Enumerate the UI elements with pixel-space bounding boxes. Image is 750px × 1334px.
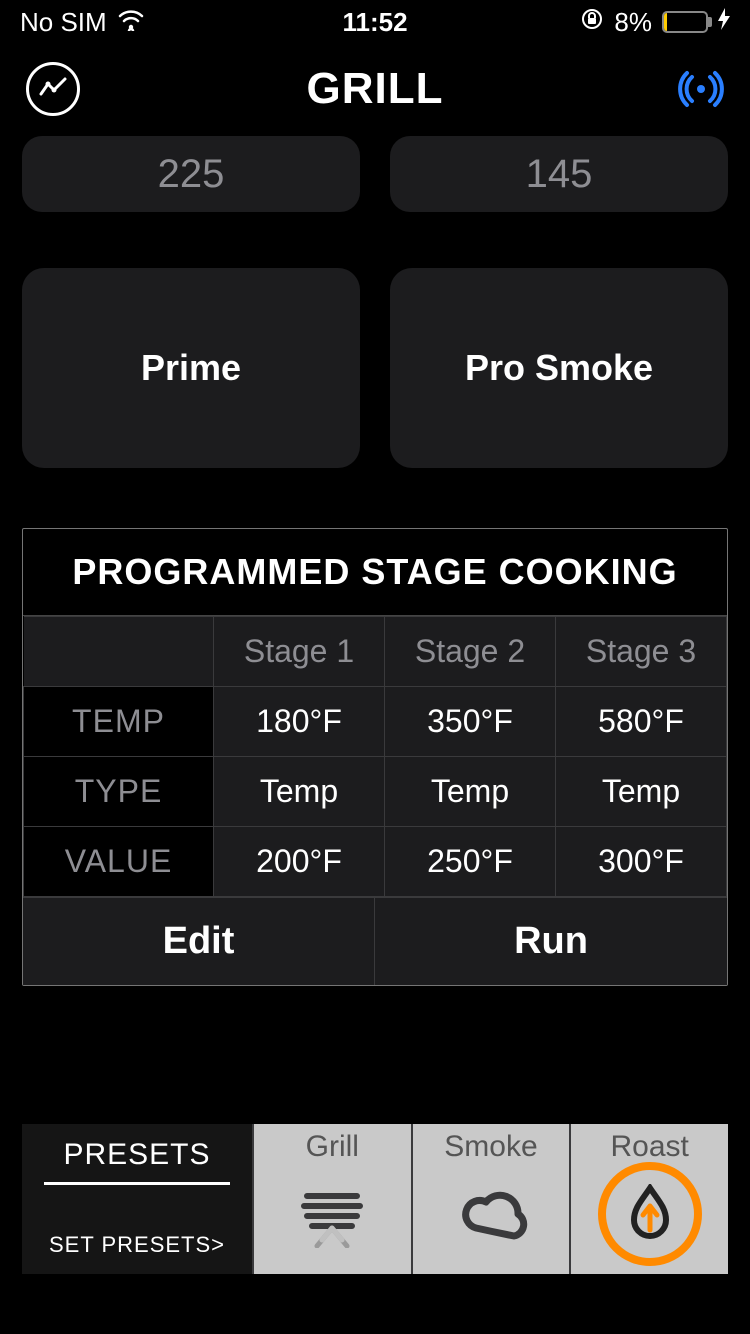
mode-card-prosmoke[interactable]: Pro Smoke: [390, 268, 728, 468]
active-preset-ring: [598, 1162, 702, 1266]
row-header: VALUE: [24, 827, 214, 897]
table-cell[interactable]: 200°F: [214, 827, 385, 897]
stage-cooking-title: PROGRAMMED STAGE COOKING: [23, 529, 727, 616]
cloud-icon: [446, 1168, 536, 1258]
col-header: Stage 2: [385, 617, 556, 687]
preset-bar: PRESETS SET PRESETS> Grill Smoke Roast: [22, 1124, 728, 1274]
value-left: 225: [158, 152, 225, 197]
stage-cooking-panel: PROGRAMMED STAGE COOKING Stage 1 Stage 2…: [22, 528, 728, 986]
battery-icon: [662, 11, 708, 33]
table-cell[interactable]: Temp: [556, 757, 727, 827]
preset-item-smoke[interactable]: Smoke: [411, 1124, 570, 1274]
wifi-icon: [117, 7, 145, 38]
col-header: Stage 1: [214, 617, 385, 687]
table-cell[interactable]: 250°F: [385, 827, 556, 897]
table-header-row: Stage 1 Stage 2 Stage 3: [24, 617, 727, 687]
mode-label: Prime: [141, 347, 241, 389]
flame-icon: [620, 1184, 680, 1244]
table-cell[interactable]: 180°F: [214, 687, 385, 757]
page-title: GRILL: [307, 64, 444, 114]
carrier-label: No SIM: [20, 7, 107, 38]
status-bar: No SIM 11:52 8%: [0, 0, 750, 44]
table-cell[interactable]: 300°F: [556, 827, 727, 897]
preset-item-roast[interactable]: Roast: [569, 1124, 728, 1274]
table-row: TYPE Temp Temp Temp: [24, 757, 727, 827]
broadcast-icon: [678, 69, 724, 109]
chart-button[interactable]: [26, 62, 80, 116]
preset-item-grill[interactable]: Grill: [252, 1124, 411, 1274]
table-cell[interactable]: 580°F: [556, 687, 727, 757]
table-cell[interactable]: Temp: [214, 757, 385, 827]
table-row: TEMP 180°F 350°F 580°F: [24, 687, 727, 757]
preset-left-panel: PRESETS SET PRESETS>: [22, 1124, 252, 1274]
grill-lines-icon: [287, 1168, 377, 1258]
status-time: 11:52: [342, 7, 407, 38]
value-right: 145: [526, 152, 593, 197]
top-values-row: 225 145: [0, 126, 750, 212]
edit-button[interactable]: Edit: [23, 898, 375, 985]
value-card-left[interactable]: 225: [22, 136, 360, 212]
row-header: TEMP: [24, 687, 214, 757]
charging-icon: [718, 8, 730, 36]
app-header: GRILL: [0, 44, 750, 126]
presets-title[interactable]: PRESETS: [44, 1124, 230, 1185]
row-header: TYPE: [24, 757, 214, 827]
orientation-lock-icon: [580, 7, 604, 37]
preset-label: Smoke: [444, 1130, 537, 1164]
mode-label: Pro Smoke: [465, 347, 653, 389]
table-cell[interactable]: 350°F: [385, 687, 556, 757]
battery-percent: 8%: [614, 7, 652, 38]
value-card-right[interactable]: 145: [390, 136, 728, 212]
broadcast-button[interactable]: [678, 69, 724, 109]
status-left: No SIM: [20, 7, 145, 38]
preset-label: Roast: [610, 1130, 688, 1164]
run-button[interactable]: Run: [375, 898, 727, 985]
status-right: 8%: [580, 7, 730, 38]
chart-line-icon: [38, 74, 68, 104]
col-header: Stage 3: [556, 617, 727, 687]
stage-cooking-table: Stage 1 Stage 2 Stage 3 TEMP 180°F 350°F…: [23, 616, 727, 897]
table-row: VALUE 200°F 250°F 300°F: [24, 827, 727, 897]
set-presets-button[interactable]: SET PRESETS>: [22, 1218, 252, 1274]
table-cell[interactable]: Temp: [385, 757, 556, 827]
stage-actions: Edit Run: [23, 897, 727, 985]
mode-cards-row: Prime Pro Smoke: [0, 212, 750, 468]
mode-card-prime[interactable]: Prime: [22, 268, 360, 468]
preset-label: Grill: [306, 1130, 359, 1164]
